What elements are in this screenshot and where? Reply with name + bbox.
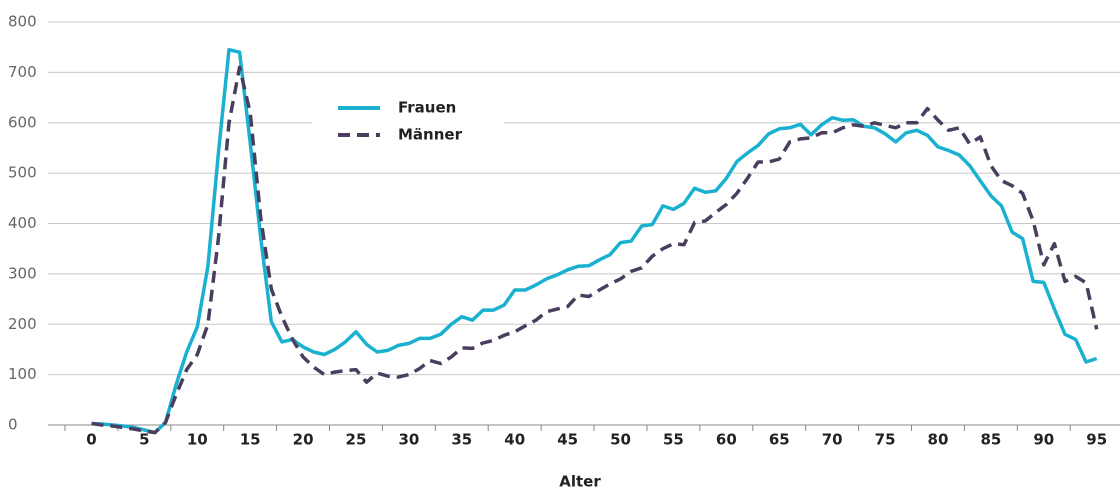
legend-label: Frauen — [398, 99, 456, 117]
legend-label: Männer — [398, 126, 463, 144]
y-tick-label: 800 — [8, 13, 37, 31]
x-tick-label: 70 — [822, 431, 843, 449]
legend-background — [312, 93, 504, 153]
x-tick-label: 65 — [769, 431, 790, 449]
x-tick-label: 95 — [1086, 431, 1107, 449]
x-tick-label: 80 — [928, 431, 949, 449]
line-series — [91, 47, 1098, 435]
y-tick-label: 700 — [8, 63, 37, 81]
y-tick-label: 300 — [8, 264, 37, 282]
y-tick-label: 200 — [8, 315, 37, 333]
x-tick-label: 20 — [293, 431, 314, 449]
x-tick-label: 50 — [610, 431, 631, 449]
x-tick-label: 0 — [86, 431, 96, 449]
x-tick-label: 30 — [398, 431, 419, 449]
x-tick-label: 5 — [139, 431, 149, 449]
x-tick-label: 75 — [875, 431, 896, 449]
x-tick-label: 55 — [663, 431, 684, 449]
x-tick-label: 10 — [187, 431, 208, 449]
y-tick-label: 100 — [8, 365, 37, 383]
y-tick-label: 500 — [8, 164, 37, 182]
x-tick-label: 15 — [240, 431, 261, 449]
x-tick-label: 85 — [980, 431, 1001, 449]
y-tick-label: 0 — [8, 416, 18, 434]
x-tick-label: 60 — [716, 431, 737, 449]
x-axis-label: Alter — [559, 473, 601, 491]
x-tick-label: 90 — [1033, 431, 1054, 449]
legend: Frauen Männer — [312, 93, 504, 153]
x-tick-label: 25 — [346, 431, 367, 449]
x-tick-label: 35 — [451, 431, 472, 449]
y-tick-label: 600 — [8, 113, 37, 131]
y-tick-label: 400 — [8, 214, 37, 232]
line-series — [91, 65, 1099, 435]
x-tick-label: 40 — [504, 431, 525, 449]
x-tick-label: 45 — [557, 431, 578, 449]
